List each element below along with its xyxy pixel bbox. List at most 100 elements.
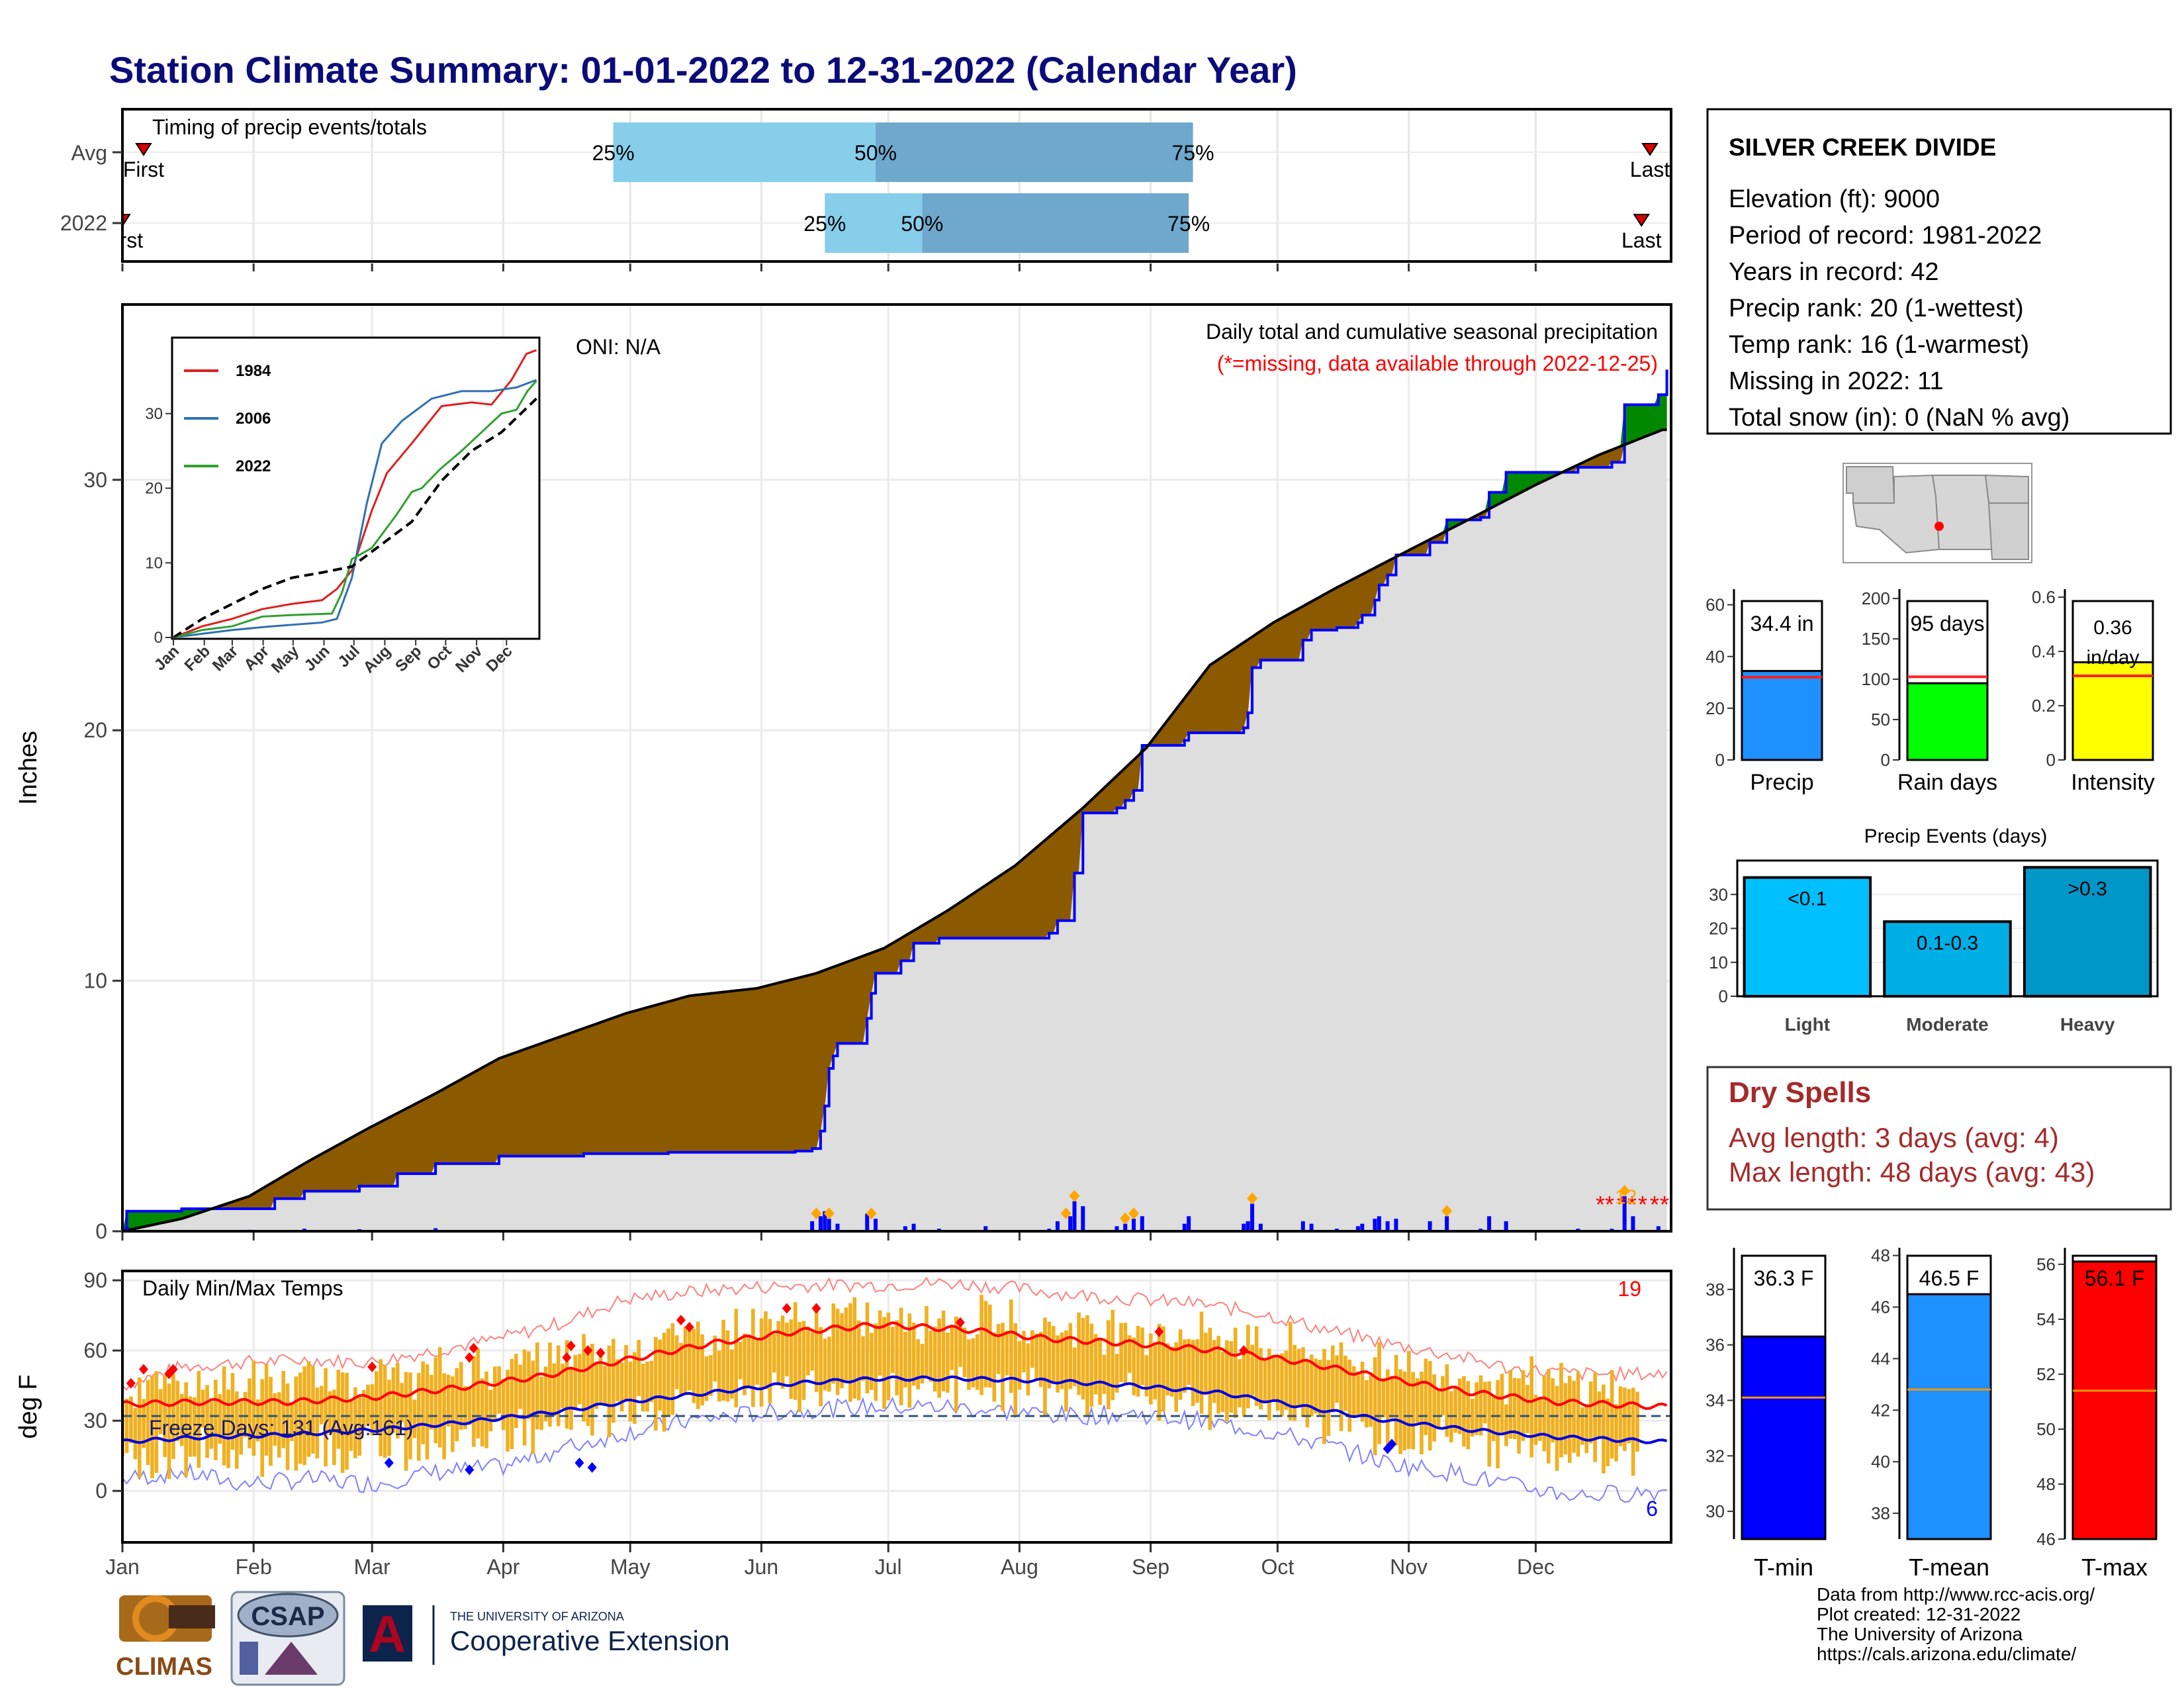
daily-temp-bar [954, 1316, 958, 1412]
daily-temp-bar [743, 1333, 747, 1395]
record-high-marker [562, 1352, 572, 1363]
daily-precip-bar [983, 1226, 988, 1231]
daily-precip-bar [1115, 1226, 1119, 1231]
heavy-event-marker [811, 1207, 822, 1220]
daily-temp-bar [1610, 1370, 1614, 1459]
timing-row-avg-label: Avg [71, 141, 107, 165]
first-event-marker [122, 214, 131, 227]
daily-temp-bar [603, 1366, 607, 1404]
daily-temp-bar [510, 1358, 514, 1450]
month-tick-label: Oct [1261, 1555, 1295, 1579]
daily-temp-bar [751, 1309, 755, 1407]
inset-y-tick-label: 10 [145, 554, 163, 572]
daily-temp-bar [332, 1389, 336, 1466]
daily-temp-bar [1428, 1360, 1432, 1451]
daily-precip-bar [1055, 1221, 1060, 1231]
daily-temp-bar [1111, 1309, 1115, 1401]
daily-temp-bar [1347, 1359, 1352, 1432]
page-title: Station Climate Summary: 01-01-2022 to 1… [109, 49, 1297, 91]
events-title: Precip Events (days) [1864, 825, 2048, 847]
daily-temp-bar [408, 1372, 412, 1460]
heavy-event-marker [1619, 1185, 1630, 1197]
dry-spells-avg: Avg length: 3 days (avg: 4) [1729, 1122, 2059, 1153]
tmin-average-line [122, 1375, 1668, 1444]
last-event-label: Last [1621, 228, 1662, 252]
daily-precip-bar [1246, 1221, 1250, 1231]
daily-temp-bar [506, 1370, 510, 1452]
daily-temp-bar [154, 1371, 159, 1474]
daily-temp-bar [1216, 1336, 1220, 1414]
daily-temp-bar [421, 1361, 425, 1444]
daily-temp-bar [311, 1366, 315, 1454]
daily-temp-bar [1394, 1354, 1398, 1446]
daily-precip-bar [818, 1216, 823, 1231]
daily-temp-bar [649, 1360, 654, 1403]
temp-bar-value [1906, 1293, 1992, 1540]
daily-temp-bar [248, 1378, 251, 1448]
daily-precip-bar [124, 1226, 129, 1231]
daily-temp-bar [734, 1309, 739, 1408]
daily-temp-bar [641, 1364, 645, 1412]
daily-temp-bar [1402, 1371, 1407, 1450]
daily-temp-bar [1204, 1333, 1208, 1394]
record-low-marker [1387, 1438, 1397, 1450]
locator-map [1843, 463, 2032, 563]
daily-temp-bar [624, 1344, 628, 1401]
daily-precip-bar [1123, 1223, 1128, 1231]
daily-temp-bar [852, 1297, 857, 1399]
station-years: Years in record: 42 [1729, 258, 1939, 286]
first-event-marker [135, 143, 152, 156]
precip-y-tick-label: 20 [83, 718, 107, 742]
daily-temp-bar [193, 1397, 197, 1457]
daily-precip-bar [1068, 1216, 1073, 1231]
daily-temp-bar [1081, 1317, 1085, 1400]
daily-temp-bar [730, 1349, 734, 1399]
daily-temp-bar [835, 1308, 840, 1395]
record-high-marker [955, 1317, 965, 1328]
daily-temp-bar [628, 1362, 633, 1422]
temp-bar-y-tick-label: 54 [2036, 1309, 2056, 1329]
station-snow: Total snow (in): 0 (NaN % avg) [1729, 404, 2070, 432]
daily-temp-bar [480, 1378, 484, 1447]
climas-logo: CLIMAS [116, 1595, 215, 1681]
timing-p75-label: 75% [1167, 212, 1210, 236]
daily-temp-bar [1242, 1352, 1246, 1417]
daily-precip-bar [1394, 1219, 1398, 1231]
month-tick-label: Dec [1517, 1555, 1555, 1579]
daily-temp-bar [400, 1383, 404, 1423]
timing-bar-q50-q75 [876, 122, 1193, 182]
temp-bar-y-tick-label: 30 [1706, 1501, 1725, 1521]
dry-spells-title: Dry Spells [1729, 1076, 1871, 1109]
daily-temp-bar [273, 1393, 277, 1446]
station-info-box: SILVER CREEK DIVIDE Elevation (ft): 9000… [1706, 108, 2172, 435]
daily-temp-bar [1022, 1331, 1026, 1373]
daily-precip-bar [1656, 1226, 1661, 1231]
daily-temp-bar [1487, 1381, 1492, 1467]
events-y-tick-label: 30 [1709, 884, 1728, 904]
tmax-average-line [122, 1321, 1668, 1410]
daily-temp-bar [1305, 1361, 1310, 1428]
daily-precip-bar [433, 1228, 438, 1231]
mini-bar-category-label: Intensity [2071, 770, 2155, 795]
record-high-marker [676, 1315, 686, 1326]
mini-bar-y-tick-label: 0.4 [2032, 641, 2056, 661]
missing-marker: * [1650, 1191, 1659, 1218]
temp-bar-category-label: T-mean [1909, 1554, 1989, 1581]
daily-temp-bar [721, 1319, 725, 1401]
daily-temp-bar [619, 1362, 624, 1412]
daily-temp-bar [1432, 1374, 1436, 1442]
cold-count: 6 [1646, 1497, 1658, 1521]
daily-temp-bar [967, 1339, 971, 1390]
daily-temp-bar [882, 1317, 886, 1409]
temp-title: Daily Min/Max Temps [142, 1276, 343, 1300]
record-high-marker [469, 1342, 478, 1354]
record-high-marker [811, 1303, 821, 1314]
daily-precip-bar [1631, 1216, 1635, 1231]
precip-y-tick-label: 0 [95, 1219, 107, 1243]
events-frame [1736, 859, 2159, 998]
daily-temp-bar [222, 1366, 226, 1466]
mini-bar-value [2071, 661, 2154, 761]
precip-events-chart: Precip Events (days) 0 10 20 30 <0.1 Light 0.1… [1709, 825, 2159, 1035]
daily-temp-bar [404, 1372, 408, 1471]
daily-temp-bar [700, 1334, 704, 1406]
